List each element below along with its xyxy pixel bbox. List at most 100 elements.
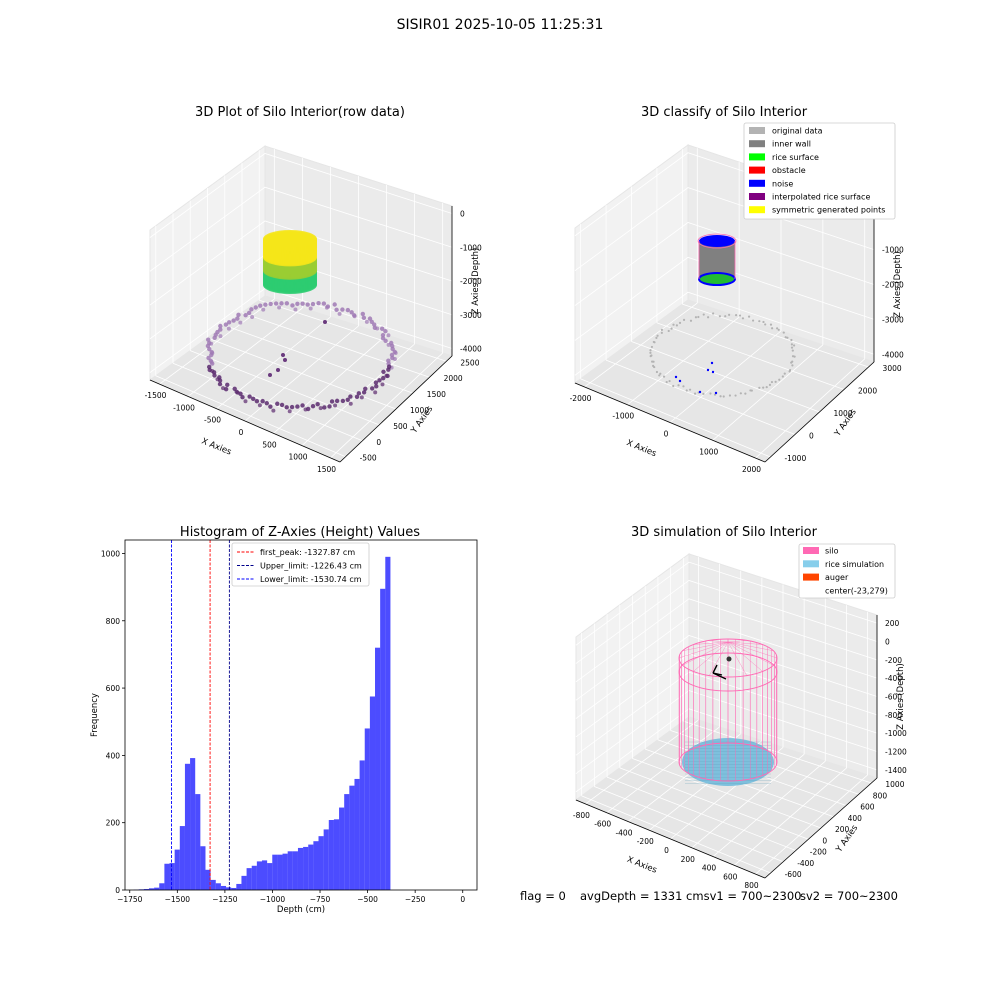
classify-original-point bbox=[749, 389, 752, 392]
raw-x-tick-label: 500 bbox=[262, 440, 277, 449]
classify-original-point bbox=[719, 395, 722, 398]
classify-y-tick-label: 2000 bbox=[858, 387, 877, 396]
classify-original-point bbox=[791, 364, 794, 367]
raw-floor-point bbox=[257, 403, 262, 408]
hist-bar bbox=[380, 588, 386, 890]
classify-original-point bbox=[777, 328, 780, 331]
hist-bar bbox=[241, 875, 247, 890]
sim-legend: silo rice simulation auger center(-23,279) bbox=[798, 543, 896, 599]
raw-floor-point bbox=[235, 316, 240, 321]
raw-floor-point bbox=[318, 406, 323, 411]
classify-original-point bbox=[781, 375, 784, 378]
hist-bar bbox=[272, 854, 278, 890]
sim-silo-roof bbox=[709, 641, 729, 676]
raw-x-tick-label: 1000 bbox=[288, 453, 307, 462]
hist-bar bbox=[261, 860, 268, 890]
raw-floor-point bbox=[386, 367, 391, 372]
raw-floor-point bbox=[364, 319, 369, 324]
raw-floor-point bbox=[293, 307, 298, 312]
sim-grid-y bbox=[632, 758, 822, 829]
raw-floor-point bbox=[225, 382, 230, 388]
sim-y-tick-label: 800 bbox=[873, 791, 888, 800]
raw-floor-point bbox=[253, 305, 258, 310]
classify-original-point bbox=[741, 317, 745, 320]
classify-original-point bbox=[707, 316, 710, 319]
raw-floor-point bbox=[290, 303, 295, 308]
sim-y-tick-label: 600 bbox=[860, 803, 875, 812]
sim-silo-roof bbox=[682, 641, 729, 666]
raw-floor-point bbox=[243, 399, 248, 404]
classify-y-tick-label: 0 bbox=[809, 432, 814, 441]
classify-original-point bbox=[751, 319, 755, 322]
legend-label: obstacle bbox=[772, 166, 806, 175]
hist-bar bbox=[148, 888, 155, 890]
raw-floor-point bbox=[372, 322, 377, 327]
sim-silo-roof bbox=[693, 641, 729, 672]
classify-original-point bbox=[697, 315, 700, 319]
hist-x-tick-label: −1250 bbox=[212, 895, 238, 904]
sim-silo-roof bbox=[727, 640, 747, 643]
raw-x-tick-label: -1500 bbox=[145, 391, 167, 400]
raw-floor-point bbox=[354, 394, 360, 400]
sim-grid-y bbox=[619, 767, 809, 840]
raw-floor-point bbox=[240, 395, 245, 400]
legend-label: symmetric generated points bbox=[772, 206, 885, 215]
hist-bar bbox=[333, 819, 340, 890]
sim-y-tick-label: -400 bbox=[797, 859, 814, 868]
raw-floor-point bbox=[273, 301, 279, 306]
raw-grid-y bbox=[190, 350, 380, 426]
classify-original-point bbox=[769, 323, 773, 326]
sim-x-axis-title: X Axies bbox=[625, 855, 658, 876]
raw-floor-point bbox=[373, 380, 379, 385]
sim-z-tick-label: 0 bbox=[885, 637, 890, 646]
hist-x-tick-label: −1500 bbox=[165, 895, 191, 904]
classify-original-point bbox=[722, 395, 725, 398]
raw-grid-z bbox=[149, 153, 453, 238]
hist-bar bbox=[339, 807, 345, 890]
hist-x-tick-label: −1000 bbox=[260, 895, 286, 904]
classify-original-point bbox=[689, 319, 693, 322]
hist-bar bbox=[236, 883, 242, 890]
classify-grid-z bbox=[574, 222, 875, 306]
raw-floor-point bbox=[264, 401, 269, 406]
classify-original-point bbox=[724, 315, 727, 318]
classify-x-axis-title: X Axies bbox=[625, 438, 658, 459]
sim-grid-z bbox=[575, 598, 878, 683]
raw-floor-point bbox=[268, 404, 273, 409]
sim-x-tick-label: -600 bbox=[594, 820, 611, 829]
raw-floor-point bbox=[226, 326, 231, 331]
classify-grid-z bbox=[574, 187, 875, 271]
raw-floor-point bbox=[223, 322, 229, 327]
hist-bar bbox=[292, 851, 298, 890]
classify-rice-surface bbox=[699, 273, 735, 285]
classify-original-point bbox=[668, 379, 671, 383]
hist-bar bbox=[318, 836, 324, 890]
hist-bar bbox=[385, 556, 391, 890]
classify-original-point bbox=[694, 316, 698, 319]
raw-floor-point bbox=[385, 373, 390, 379]
classify-original-point bbox=[783, 372, 786, 375]
classify-original-point bbox=[734, 314, 738, 317]
sim-y-tick-label: -200 bbox=[810, 848, 827, 857]
sim-y-tick-label: -600 bbox=[785, 870, 802, 879]
classify-original-point bbox=[728, 394, 732, 397]
raw-z-tick-label: -3000 bbox=[460, 311, 482, 320]
raw-floor-point bbox=[258, 303, 263, 308]
sim-grid-z bbox=[575, 653, 878, 738]
hist-legend: first_peak: -1327.87 cm Upper_limit: -122… bbox=[231, 542, 370, 587]
classify-original-point bbox=[649, 349, 652, 352]
classify-x-axis-line bbox=[574, 382, 766, 463]
raw-floor-point bbox=[277, 305, 282, 310]
raw-floor-point bbox=[390, 355, 395, 361]
sim-grid-y bbox=[683, 720, 872, 784]
raw-floor-point bbox=[361, 315, 367, 321]
sim-silo-roof bbox=[727, 641, 774, 666]
classify-original-point bbox=[709, 392, 712, 395]
sim-title: 3D simulation of Silo Interior bbox=[631, 525, 818, 540]
hist-axes: −1750 −1500 −1250 −1000 −750 −500 −250 0 0 200 400… bbox=[90, 539, 478, 915]
hist-bar bbox=[164, 863, 170, 890]
raw-floor-point bbox=[209, 359, 214, 364]
hist-y-tick-label: 400 bbox=[106, 751, 121, 760]
raw-floor-point bbox=[308, 306, 313, 311]
hist-bar bbox=[344, 794, 350, 890]
